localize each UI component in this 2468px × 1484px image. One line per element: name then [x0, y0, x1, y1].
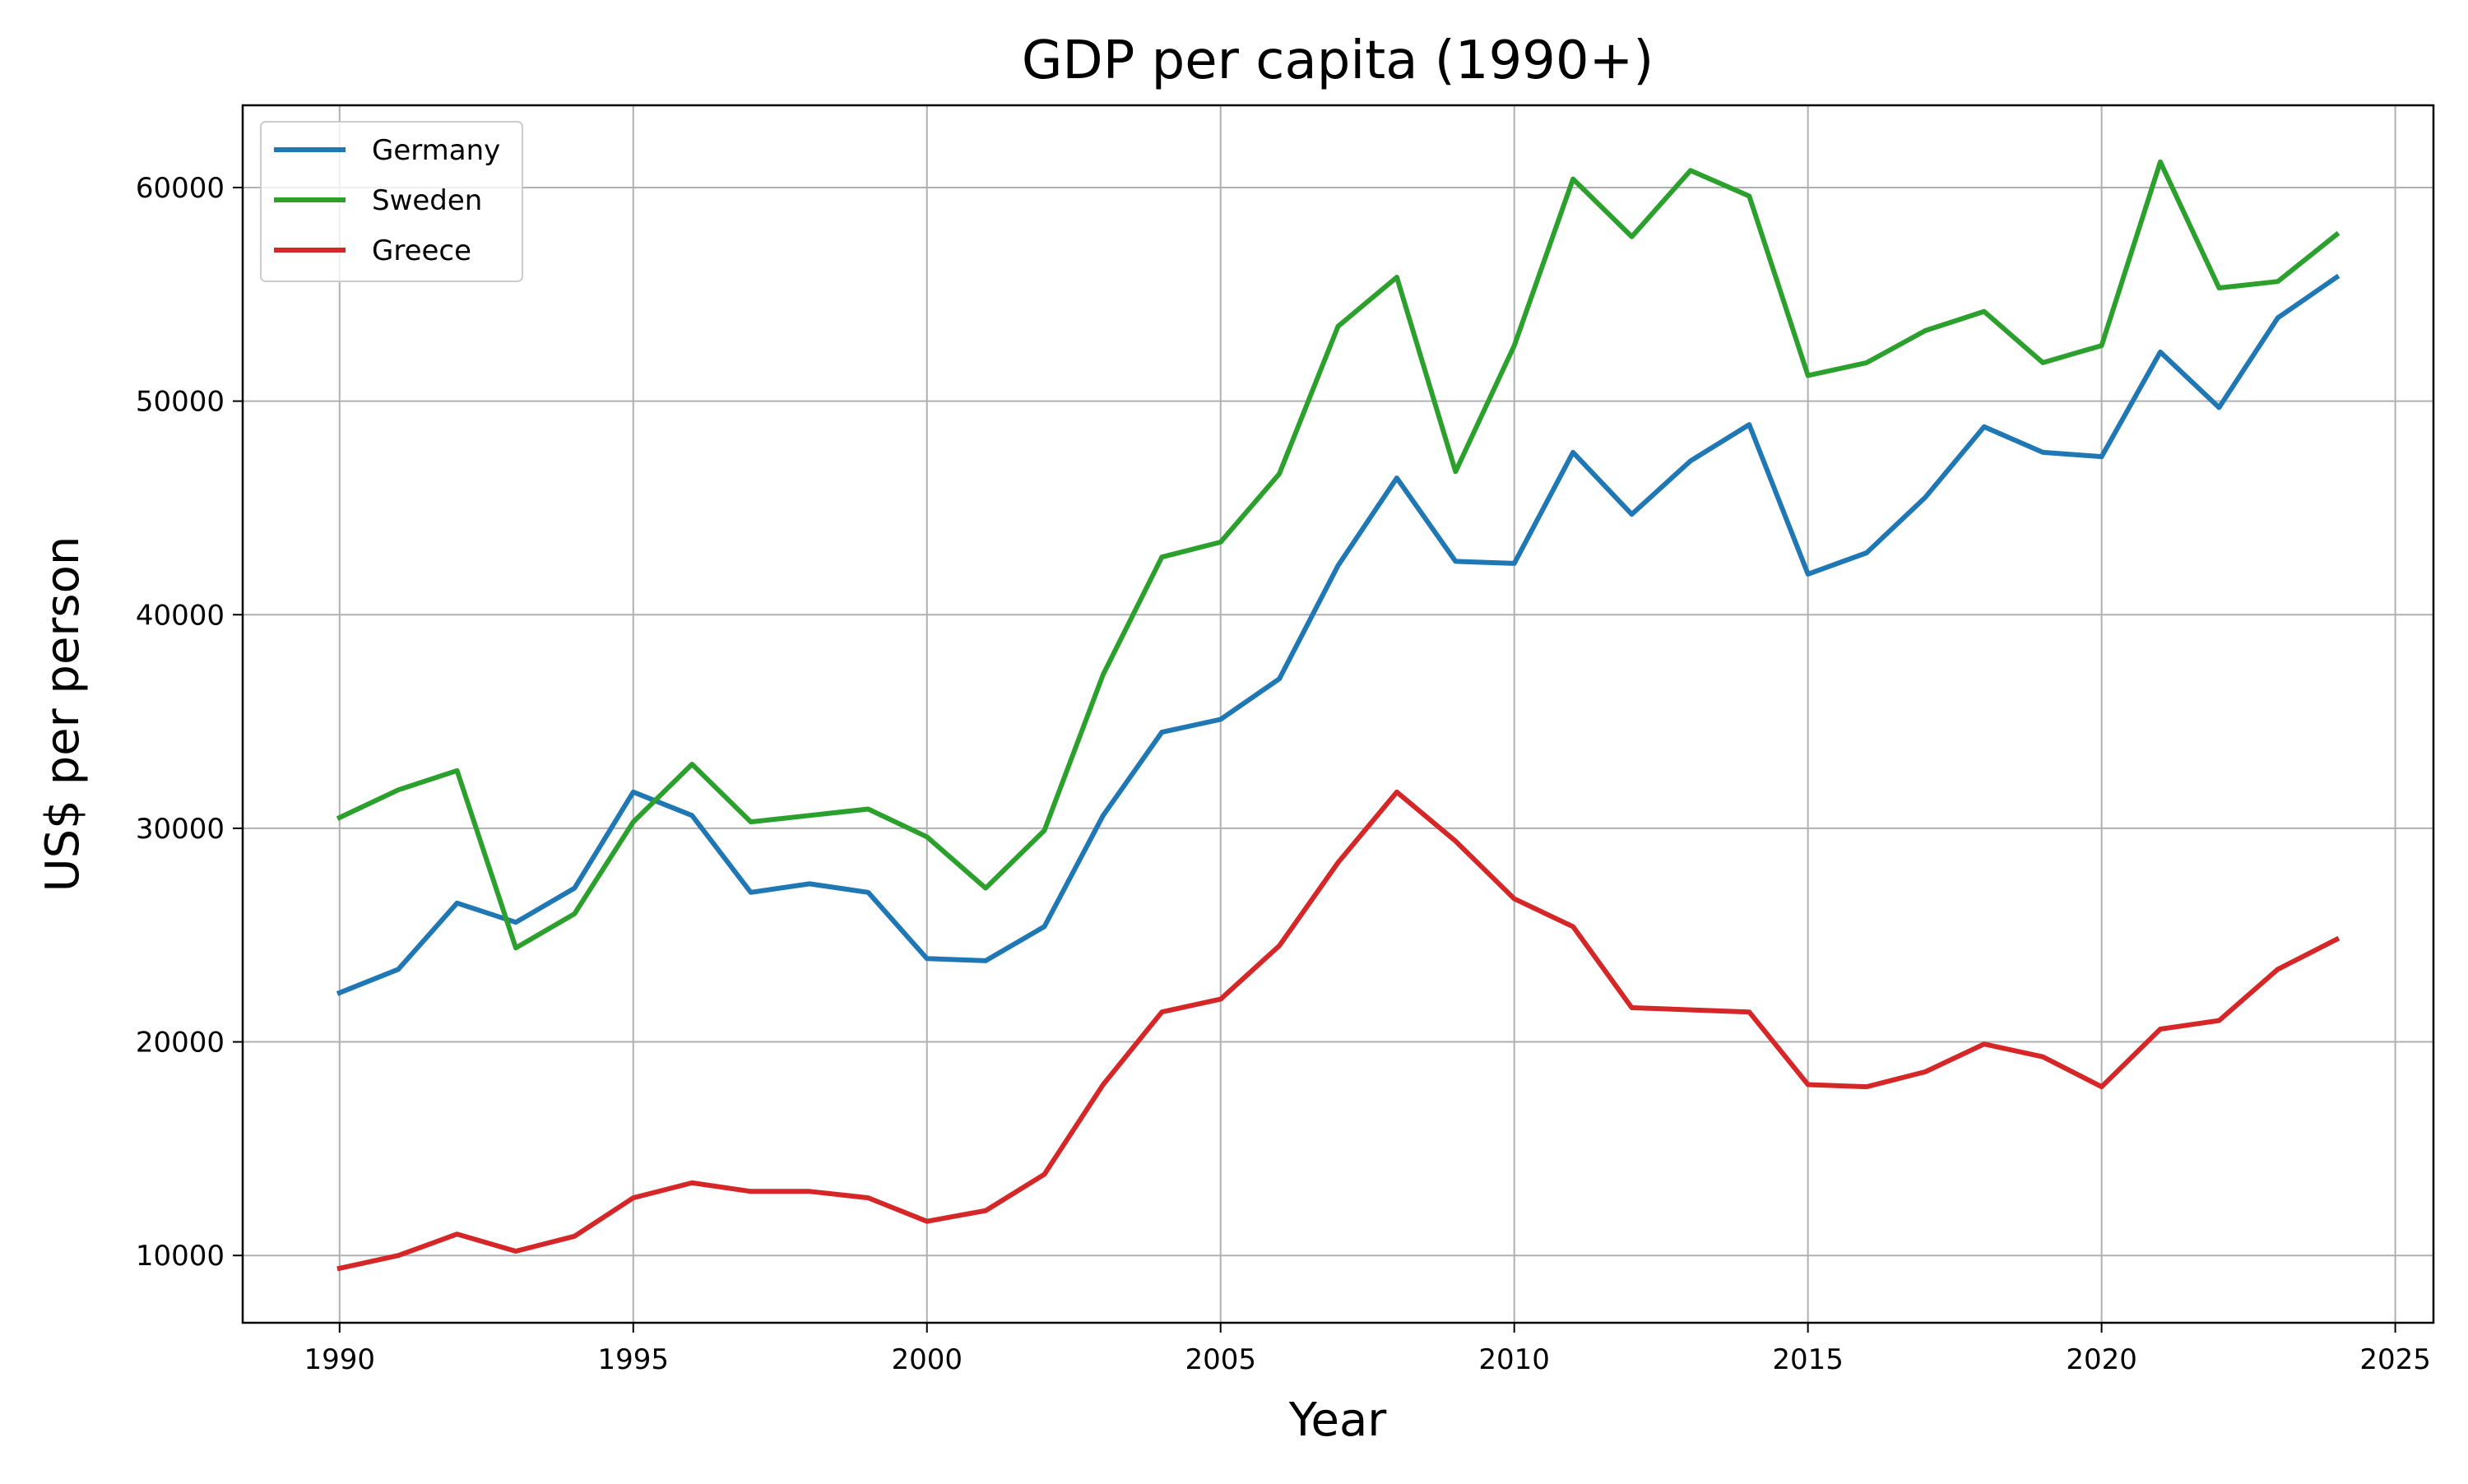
chart-title: GDP per capita (1990+)	[1022, 30, 1654, 91]
y-tick-label: 60000	[136, 172, 225, 205]
y-tick-label: 40000	[136, 599, 225, 632]
series-line-greece	[336, 789, 2340, 1272]
legend-label-sweden: Sweden	[372, 184, 482, 217]
x-tick-label: 2015	[1772, 1343, 1844, 1376]
legend-box	[260, 121, 523, 282]
grid-lines	[243, 105, 2433, 1323]
x-tick-label: 2000	[891, 1343, 963, 1376]
y-tick-label: 50000	[136, 386, 225, 419]
legend-label-germany: Germany	[372, 134, 500, 167]
series-lines	[336, 159, 2340, 1272]
legend: Germany Sweden Greece	[260, 121, 523, 282]
legend-label-greece: Greece	[372, 234, 471, 267]
x-tick-label: 2025	[2359, 1343, 2431, 1376]
axis-ticks: 1990 1995 2000 2005 2010 2015 2020 2025 10000 200…	[136, 172, 2431, 1376]
x-axis-label: Year	[1288, 1394, 1388, 1447]
x-tick-label: 1995	[598, 1343, 670, 1376]
y-tick-label: 10000	[136, 1240, 225, 1273]
y-tick-label: 30000	[136, 813, 225, 846]
y-axis-label: US$ per person	[36, 536, 90, 893]
x-tick-label: 1990	[304, 1343, 376, 1376]
y-tick-label: 20000	[136, 1027, 225, 1060]
x-tick-label: 2020	[2066, 1343, 2137, 1376]
x-tick-label: 2005	[1185, 1343, 1256, 1376]
x-tick-label: 2010	[1478, 1343, 1550, 1376]
plot-frame	[241, 104, 2435, 1324]
series-line-sweden	[336, 159, 2340, 951]
series-line-germany	[336, 273, 2340, 996]
